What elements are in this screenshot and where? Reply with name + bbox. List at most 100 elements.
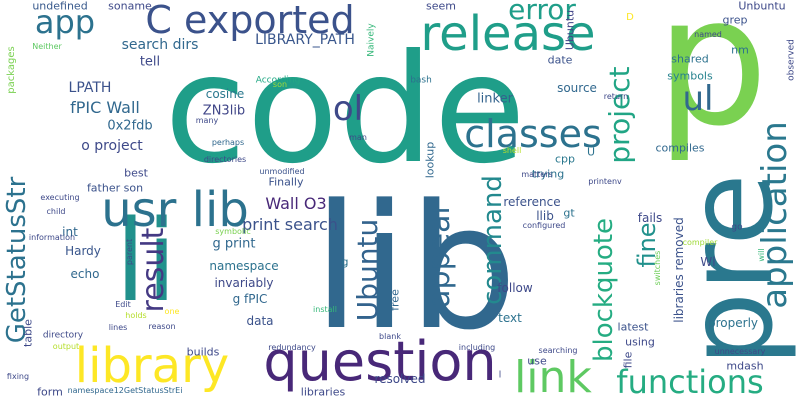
word-edit: Edit <box>115 300 131 309</box>
word-lib: lib <box>312 167 518 368</box>
word-namespace: namespace <box>209 259 279 273</box>
word-use: use <box>527 354 547 368</box>
word-0x2fdb: 0x2fdb <box>107 118 153 134</box>
word-configured: configured <box>522 221 566 230</box>
word-directories: directories <box>203 155 247 164</box>
word-naively: Naively <box>366 23 377 57</box>
word-using: using <box>625 335 655 349</box>
word-child: child <box>46 207 66 216</box>
word-result: result <box>136 227 171 313</box>
word-invariably: invariably <box>214 276 274 290</box>
word-libraries: libraries <box>300 385 346 399</box>
word-link: link <box>514 352 592 400</box>
word-install: install <box>313 305 337 314</box>
word-bash: bash <box>410 75 432 86</box>
word-ul: ul <box>682 79 714 119</box>
word-g: g <box>341 255 349 269</box>
word-llib: llib <box>536 209 554 223</box>
word-searching: searching <box>538 346 578 355</box>
word-library: library <box>74 338 230 394</box>
word-undefined: undefined <box>32 0 88 13</box>
word-named: named <box>694 30 722 39</box>
word-print-search: print search <box>242 215 338 234</box>
word-ubuntu-small: Ubuntu <box>563 9 577 51</box>
word-executing: executing <box>40 193 80 202</box>
word-tell: tell <box>139 54 161 70</box>
word-latest: latest <box>617 320 649 334</box>
word-text: text <box>498 311 522 325</box>
word-builds: builds <box>186 345 220 359</box>
word-output: output <box>52 342 80 351</box>
word-date: date <box>547 53 573 67</box>
word-error: error <box>508 0 576 26</box>
word-form: form <box>37 385 63 399</box>
word-blank: blank <box>379 332 401 341</box>
word-d: D <box>626 12 634 23</box>
word-according: According <box>255 75 301 86</box>
word-follow: follow <box>497 281 533 295</box>
word-application: application <box>755 121 795 309</box>
word-seem: seem <box>426 0 456 13</box>
word-lines: lines <box>108 323 128 332</box>
word-fails: fails <box>637 211 663 225</box>
word-including: including <box>458 343 496 352</box>
word-blockquote: blockquote <box>589 217 619 363</box>
word-soname: soname <box>108 0 152 13</box>
word-reference: reference <box>503 195 561 209</box>
word-unbuntu: Unbuntu <box>738 0 786 13</box>
word-son: son <box>272 80 288 89</box>
word-one: one <box>164 307 180 316</box>
word-shared: shared <box>671 52 709 66</box>
word-source: source <box>557 81 597 95</box>
word-gt: gt <box>563 206 575 220</box>
word-lookup: lookup <box>423 141 437 179</box>
word-compiler: compiler <box>682 238 718 247</box>
word-table: table <box>21 319 35 347</box>
word-u: U <box>586 145 596 159</box>
word-c-exported: C exported <box>145 0 355 42</box>
word-li: li <box>114 197 178 327</box>
word-best: best <box>124 166 148 180</box>
word-will: will <box>757 248 766 262</box>
word-symbols: symbols <box>667 69 713 83</box>
word-redundancy: redundancy <box>268 343 316 352</box>
word-appear: appear <box>422 202 457 308</box>
word-information: information <box>28 233 76 242</box>
word-zn3lib: ZN3lib <box>202 103 246 119</box>
word-compiles: compiles <box>655 141 705 155</box>
word-data: data <box>246 314 274 328</box>
word-project: project <box>603 66 636 164</box>
word-o-project: o project <box>81 138 143 154</box>
word-reason: reason <box>148 322 176 331</box>
word-int: int <box>62 225 78 239</box>
word-unmodified: unmodified <box>259 167 305 176</box>
word-libraries-removed: libraries removed <box>672 217 686 323</box>
word-shell: shell <box>502 146 522 155</box>
word-grep: grep <box>722 13 748 27</box>
word-namespace12getstatusstrei: namespace12GetStatusStrEi <box>67 386 183 395</box>
word-ol: ol <box>332 89 364 129</box>
word-fixing: fixing <box>6 372 30 381</box>
word-go: go <box>731 222 743 233</box>
word-lpath: LPATH <box>68 80 112 96</box>
word-father-son: father son <box>86 181 144 195</box>
word-finally: Finally <box>268 175 304 189</box>
word-packages: packages <box>6 46 17 94</box>
word-properly: properly <box>708 316 758 330</box>
word-neither: Neither <box>32 42 62 51</box>
word-unnecessary: unnecessary <box>714 347 766 356</box>
word-release: release <box>420 6 596 62</box>
word-cpp: cpp <box>554 152 576 166</box>
word-matters: matters <box>521 170 553 179</box>
word-echo: echo <box>70 267 100 281</box>
word-man: man <box>349 133 367 142</box>
word-usr-lib: usr lib <box>101 182 249 238</box>
word-directory: directory <box>42 330 84 341</box>
word-hardy: Hardy <box>65 244 101 258</box>
word-resolved: resolved <box>374 372 426 386</box>
word-nm: nm <box>731 43 749 57</box>
word-mdash: mdash <box>726 359 764 373</box>
word-observed: observed <box>786 39 797 81</box>
word-perhaps: perhaps <box>211 138 245 147</box>
word-g-fpic: g fPIC <box>232 292 268 306</box>
